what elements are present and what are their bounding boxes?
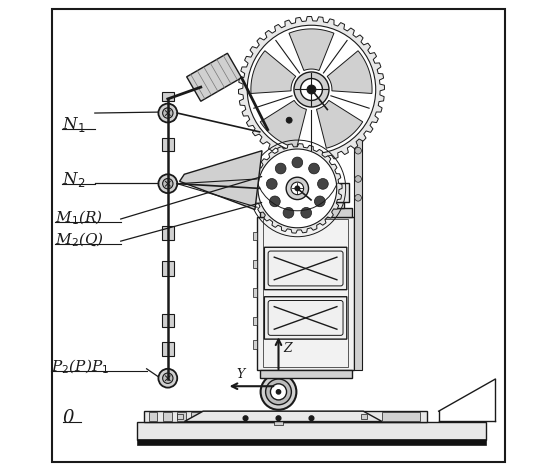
Circle shape — [247, 25, 376, 154]
Bar — [354, 317, 359, 325]
Circle shape — [355, 176, 361, 182]
Circle shape — [295, 186, 300, 191]
Circle shape — [275, 163, 286, 174]
Polygon shape — [179, 151, 262, 210]
Bar — [162, 226, 174, 240]
Circle shape — [315, 196, 325, 207]
Circle shape — [309, 416, 314, 421]
Text: Z: Z — [283, 342, 292, 355]
Circle shape — [307, 85, 316, 94]
Bar — [354, 260, 359, 268]
Bar — [163, 412, 172, 421]
Bar — [162, 138, 174, 151]
Circle shape — [270, 196, 280, 207]
Bar — [162, 342, 174, 356]
Bar — [252, 317, 257, 325]
Text: 0: 0 — [63, 409, 74, 427]
Circle shape — [163, 179, 173, 189]
Bar — [137, 439, 486, 445]
FancyBboxPatch shape — [265, 247, 347, 290]
Bar — [260, 208, 351, 217]
Polygon shape — [316, 100, 363, 148]
Circle shape — [276, 416, 281, 421]
Circle shape — [258, 149, 337, 228]
Bar — [192, 412, 200, 421]
Bar — [252, 260, 257, 268]
Bar — [162, 106, 174, 120]
Polygon shape — [251, 51, 296, 93]
Circle shape — [243, 416, 248, 421]
Polygon shape — [184, 411, 382, 422]
Bar — [354, 111, 363, 370]
Polygon shape — [327, 51, 372, 93]
Circle shape — [163, 373, 173, 383]
Circle shape — [261, 374, 296, 410]
Circle shape — [271, 384, 286, 400]
Bar — [354, 288, 359, 297]
Circle shape — [355, 129, 361, 135]
Bar — [354, 340, 359, 349]
Circle shape — [158, 369, 177, 388]
Circle shape — [266, 379, 291, 405]
Circle shape — [291, 182, 304, 195]
Text: N$_2$: N$_2$ — [62, 171, 85, 189]
Circle shape — [294, 72, 329, 107]
Circle shape — [163, 108, 173, 118]
Text: M$_2$(Q): M$_2$(Q) — [55, 231, 104, 250]
Bar — [263, 219, 348, 367]
FancyBboxPatch shape — [265, 297, 347, 339]
Text: P$_2$(P)P$_1$: P$_2$(P)P$_1$ — [51, 357, 110, 376]
Bar — [262, 183, 349, 202]
Circle shape — [286, 177, 309, 200]
Bar — [354, 232, 359, 240]
Circle shape — [301, 79, 323, 100]
Bar — [382, 412, 420, 421]
Circle shape — [158, 104, 177, 122]
Circle shape — [355, 147, 361, 154]
Polygon shape — [260, 100, 306, 148]
Circle shape — [301, 207, 311, 218]
Bar — [361, 414, 367, 419]
Polygon shape — [289, 29, 334, 71]
Bar — [162, 92, 174, 101]
Bar — [274, 421, 283, 425]
Bar — [137, 422, 486, 440]
Bar — [149, 412, 158, 421]
Text: Y: Y — [237, 368, 245, 381]
Bar — [252, 232, 257, 240]
Circle shape — [292, 157, 302, 168]
Circle shape — [355, 195, 361, 201]
Bar — [252, 288, 257, 297]
Bar — [144, 411, 427, 422]
Circle shape — [309, 163, 319, 174]
Polygon shape — [252, 144, 342, 233]
Circle shape — [158, 174, 177, 193]
Text: M$_1$(R): M$_1$(R) — [55, 208, 102, 227]
Bar — [267, 202, 344, 208]
Bar — [177, 414, 183, 419]
Bar — [162, 261, 174, 276]
Circle shape — [286, 117, 292, 123]
Circle shape — [317, 179, 328, 189]
Circle shape — [266, 179, 277, 189]
Bar — [257, 217, 354, 370]
Polygon shape — [187, 53, 242, 101]
Circle shape — [276, 390, 281, 394]
Bar — [252, 340, 257, 349]
Bar — [177, 412, 185, 421]
Polygon shape — [238, 16, 384, 162]
Text: N$_1$: N$_1$ — [62, 115, 85, 134]
Bar — [162, 314, 174, 327]
Bar — [260, 370, 351, 378]
Circle shape — [283, 207, 294, 218]
